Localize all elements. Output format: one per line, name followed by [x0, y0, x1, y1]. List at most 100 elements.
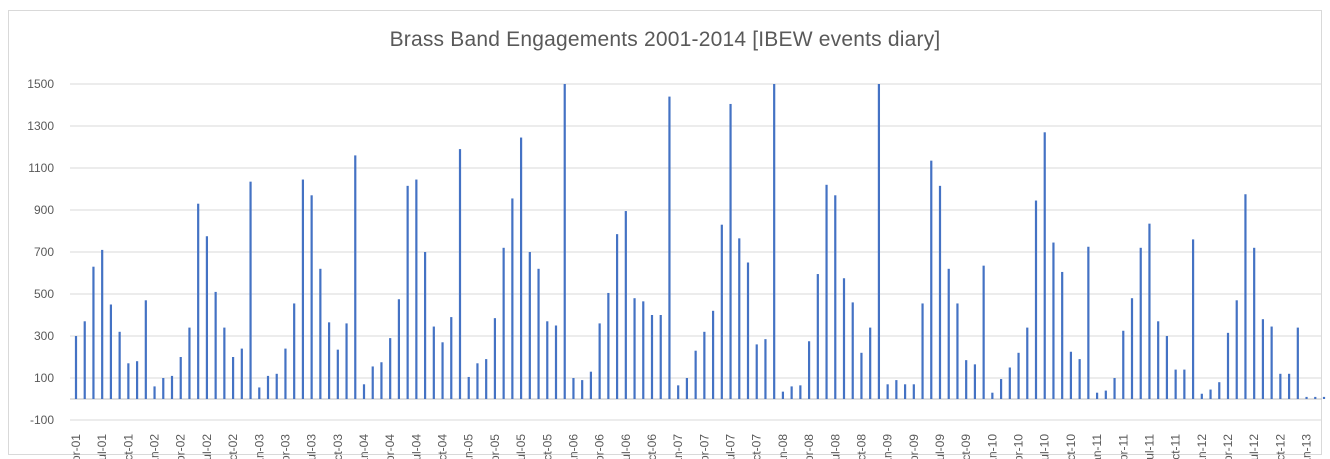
- bar: [1174, 369, 1177, 399]
- bar: [886, 384, 889, 399]
- x-tick-label: Oct-09: [959, 434, 973, 459]
- bar: [406, 185, 409, 399]
- x-tick-label: Jul-01: [95, 434, 109, 459]
- bar: [223, 327, 226, 399]
- x-tick-label: Apr-08: [802, 434, 816, 459]
- bar: [1165, 336, 1169, 399]
- bar: [965, 360, 968, 399]
- bar: [554, 325, 558, 399]
- x-tick-label: Apr-09: [907, 434, 921, 459]
- bar: [197, 203, 200, 399]
- bar: [109, 304, 113, 399]
- x-tick-label: Jul-06: [619, 434, 633, 459]
- x-tick-label: Jul-09: [933, 434, 947, 459]
- bar: [947, 268, 950, 399]
- bar: [502, 247, 505, 399]
- x-tick-label: Oct-12: [1273, 434, 1287, 459]
- bar: [1183, 369, 1186, 399]
- x-tick-label: Oct-11: [1169, 434, 1183, 459]
- bar: [930, 160, 933, 399]
- x-tick-label: Jan-11: [1090, 434, 1104, 459]
- bar: [1139, 247, 1142, 399]
- bar: [773, 84, 776, 399]
- bar: [1235, 300, 1238, 399]
- bar: [458, 149, 462, 399]
- bar: [537, 268, 540, 399]
- bar: [991, 392, 994, 399]
- bar: [755, 344, 758, 399]
- bar: [1008, 367, 1011, 399]
- x-tick-label: Jan-13: [1300, 434, 1314, 459]
- bar: [921, 303, 924, 399]
- bar: [869, 327, 872, 399]
- x-tick-label: Oct-07: [750, 434, 764, 459]
- x-tick-label: Apr-04: [383, 434, 397, 459]
- bar: [380, 362, 383, 399]
- bar: [266, 375, 270, 399]
- bar: [1305, 396, 1308, 399]
- bar: [397, 299, 401, 399]
- bar: [432, 326, 435, 399]
- bar: [423, 252, 427, 399]
- bar: [127, 363, 130, 399]
- bar: [877, 84, 881, 399]
- bar: [74, 336, 78, 399]
- bar: [1209, 389, 1212, 399]
- x-tick-label: Oct-10: [1064, 434, 1078, 459]
- x-tick-label: Jan-10: [985, 434, 999, 459]
- bar: [607, 292, 610, 399]
- bar: [1296, 327, 1299, 399]
- bar: [589, 371, 593, 399]
- bar: [1226, 332, 1230, 399]
- bar: [293, 303, 296, 399]
- bar: [231, 357, 235, 399]
- y-tick-label: 300: [34, 329, 54, 343]
- bar: [336, 349, 339, 399]
- bar: [746, 262, 750, 399]
- bar: [642, 301, 645, 399]
- x-tick-label: Jul-10: [1038, 434, 1052, 459]
- bar: [956, 303, 959, 399]
- x-tick-label: Apr-11: [1116, 434, 1130, 459]
- bar: [938, 185, 942, 399]
- bar: [895, 380, 898, 399]
- bar: [284, 348, 287, 399]
- x-tick-label: Jul-08: [828, 434, 842, 459]
- bar: [1069, 351, 1073, 399]
- bar: [371, 366, 374, 399]
- bar: [799, 385, 802, 399]
- bar: [310, 195, 313, 399]
- bar: [415, 179, 418, 399]
- x-tick-label: Apr-03: [278, 434, 292, 459]
- x-tick-label: Apr-05: [488, 434, 502, 459]
- bar: [1322, 396, 1326, 399]
- bar: [711, 310, 715, 399]
- x-tick-label: Oct-08: [854, 434, 868, 459]
- x-tick-label: Jan-03: [252, 434, 266, 459]
- bar: [685, 378, 689, 399]
- y-tick-label: 1100: [28, 161, 54, 175]
- bar: [729, 103, 732, 399]
- bar: [677, 385, 680, 399]
- bar: [1122, 330, 1125, 399]
- bar: [1095, 392, 1099, 399]
- bar: [982, 265, 985, 399]
- x-tick-label: Jul-04: [409, 434, 423, 459]
- bar: [1034, 200, 1038, 399]
- x-tick-label: Oct-03: [331, 434, 345, 459]
- bar: [528, 252, 531, 399]
- x-tick-label: Jan-02: [148, 434, 162, 459]
- bar: [973, 364, 977, 399]
- y-tick-label: 900: [34, 203, 54, 217]
- bar: [118, 331, 121, 399]
- bar: [842, 278, 846, 399]
- bar: [807, 341, 811, 399]
- bar: [1130, 298, 1134, 399]
- bar: [240, 348, 243, 399]
- bar: [467, 376, 470, 399]
- bar: [162, 378, 165, 399]
- bar: [546, 321, 549, 399]
- bar: [354, 155, 357, 399]
- bar: [1279, 373, 1282, 399]
